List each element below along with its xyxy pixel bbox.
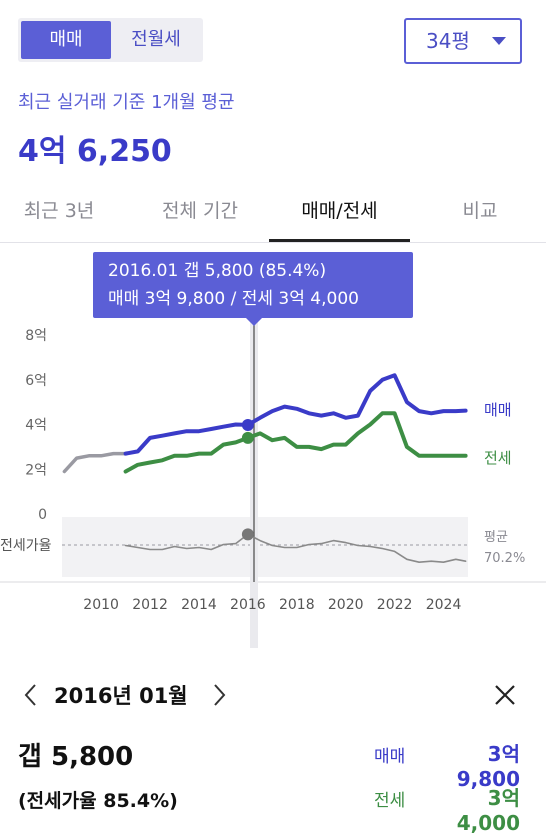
x-tick-label: 2024 (426, 597, 462, 613)
avg-price-caption: 최근 실거래 기준 1개월 평균 (18, 92, 235, 113)
avg-price-value: 4억 6,250 (18, 134, 172, 169)
chevron-left-icon[interactable] (20, 682, 42, 708)
y-tick-label: 0 (38, 507, 47, 523)
ratio-average-value: 70.2% (484, 551, 525, 566)
tab-all-period[interactable]: 전체 기간 (162, 200, 238, 222)
legend-sale: 매매 (484, 401, 512, 419)
detail-jeonse-label: 전세 (374, 791, 406, 811)
ratio-axis-label: 전세가율 (0, 538, 52, 554)
jeonse-marker (241, 431, 254, 444)
y-tick-label: 4억 (25, 418, 47, 434)
period-tabs: 최근 3년 전체 기간 매매/전세 비교 (0, 182, 546, 243)
tab-recent-3y[interactable]: 최근 3년 (23, 200, 95, 222)
sale-marker (241, 418, 254, 431)
tooltip-line-2: 매매 3억 9,800 / 전세 3억 4,000 (108, 289, 359, 309)
ratio-average-label: 평균 (484, 530, 508, 545)
close-icon[interactable] (490, 680, 520, 710)
x-tick-label: 2010 (83, 597, 119, 613)
tab-sale[interactable]: 매매 (21, 21, 111, 59)
legend-jeonse: 전세 (484, 449, 512, 467)
detail-ratio: (전세가율 85.4%) (18, 790, 178, 812)
ratio-line (124, 533, 467, 564)
active-tab-indicator (269, 239, 410, 242)
detail-month: 2016년 01월 (54, 684, 188, 708)
price-chart[interactable]: 0 2억 4억 6억 8억 2010 2012 2014 2016 2018 2020 2022 20… (0, 0, 546, 648)
tab-compare[interactable]: 비교 (462, 200, 498, 222)
x-tick-label: 2012 (132, 597, 168, 613)
ratio-panel-bg (62, 517, 468, 577)
x-tick-label: 2016 (230, 597, 266, 613)
tooltip-line-1: 2016.01 갭 5,800 (85.4%) (108, 261, 326, 281)
chevron-right-icon[interactable] (208, 682, 230, 708)
x-tick-label: 2020 (328, 597, 364, 613)
sale-early-line (62, 451, 128, 474)
sale-line (123, 373, 468, 456)
detail-panel (0, 648, 546, 840)
y-tick-label: 8억 (25, 328, 47, 344)
ratio-marker (241, 528, 254, 541)
tab-sale-jeonse[interactable]: 매매/전세 (301, 200, 378, 222)
jeonse-line (123, 411, 468, 474)
x-tick-label: 2018 (279, 597, 315, 613)
trade-type-toggle: 매매 전월세 (18, 18, 203, 62)
detail-sale-label: 매매 (374, 747, 406, 767)
y-tick-label: 6억 (25, 373, 47, 389)
caret-down-icon (492, 37, 506, 45)
tooltip-pointer (246, 318, 262, 326)
detail-gap: 갭 5,800 (18, 742, 134, 772)
tooltip-box (93, 252, 413, 318)
x-tick-label: 2022 (377, 597, 413, 613)
area-dropdown-label: 34평 (426, 29, 470, 53)
area-dropdown[interactable]: 34평 (404, 18, 522, 64)
y-tick-label: 2억 (25, 462, 47, 478)
x-tick-label: 2014 (181, 597, 217, 613)
tab-rent[interactable]: 전월세 (131, 29, 181, 50)
detail-sale-value: 3억 9,800 (456, 742, 520, 791)
detail-jeonse-value: 3억 4,000 (456, 786, 520, 835)
